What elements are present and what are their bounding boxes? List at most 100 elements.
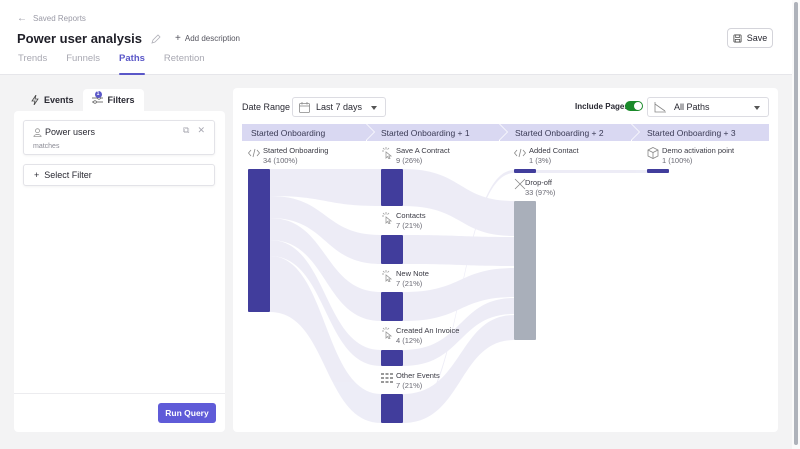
code-icon	[248, 148, 260, 158]
node-name: Added Contact	[529, 146, 579, 155]
node-count: 33 (97%)	[525, 188, 556, 197]
tab-events[interactable]: Events	[22, 89, 83, 111]
node-name: Other Events	[396, 371, 440, 380]
divider	[14, 393, 225, 394]
scrollbar-thumb[interactable]	[794, 2, 798, 445]
chevron-right-shape	[499, 124, 507, 140]
node-name: Demo activation point	[662, 146, 735, 155]
node-name: Started Onboarding	[263, 146, 329, 155]
tab-paths[interactable]: Paths	[119, 53, 145, 75]
node-new-note	[381, 292, 403, 321]
step-header-0: Started Onboarding	[242, 124, 374, 141]
tab-trends[interactable]: Trends	[18, 53, 48, 64]
node-contacts	[381, 235, 403, 264]
close-icon[interactable]: ✕	[197, 125, 205, 135]
node-label-new-note[interactable]: New Note 7 (21%)	[396, 269, 429, 289]
run-query-button[interactable]: Run Query	[158, 403, 216, 423]
save-button[interactable]: Save	[727, 28, 773, 48]
step-header-label: Started Onboarding	[251, 127, 326, 138]
back-arrow-icon[interactable]: ←	[17, 13, 27, 24]
filter-condition: matches	[33, 143, 60, 150]
click-icon	[382, 212, 393, 224]
node-count: 34 (100%)	[263, 156, 298, 165]
filter-count-badge: 1	[94, 91, 102, 98]
page-title: Power user analysis	[17, 31, 143, 46]
node-added-contact	[514, 169, 536, 173]
filter-card-power-users[interactable]: Power users matches ⧉ ✕	[23, 120, 215, 155]
plus-icon: +	[175, 33, 181, 44]
tab-events-label: Events	[44, 95, 74, 105]
paths-filter-value: All Paths	[674, 102, 710, 112]
node-name: Contacts	[396, 211, 426, 220]
node-demo-activation-point	[647, 169, 669, 173]
add-description-button[interactable]: + Add description	[175, 33, 240, 44]
report-header: ← Saved Reports Power user analysis + Ad…	[0, 0, 792, 75]
step-header-label: Started Onboarding + 2	[515, 127, 604, 138]
node-label-contacts[interactable]: Contacts 7 (21%)	[396, 211, 426, 231]
click-icon	[382, 270, 393, 282]
step-header-label: Started Onboarding + 3	[647, 127, 736, 138]
floppy-disk-icon	[733, 33, 742, 43]
chevron-right-shape	[366, 124, 374, 140]
code-icon	[514, 148, 526, 158]
node-label-other-events[interactable]: Other Events 7 (21%)	[396, 371, 440, 391]
sankey-diagram	[248, 169, 669, 423]
cube-icon	[647, 147, 659, 159]
calendar-icon	[299, 101, 310, 113]
pencil-icon[interactable]	[151, 33, 161, 44]
include-pages-label: Include Pages	[575, 102, 629, 111]
node-label-added-contact[interactable]: Added Contact 1 (3%)	[529, 146, 579, 166]
node-count: 7 (21%)	[396, 221, 423, 230]
chevron-down-icon	[371, 106, 377, 110]
node-name: Drop-off	[525, 178, 552, 187]
select-filter-button[interactable]: + Select Filter	[23, 164, 215, 186]
flow-links	[270, 169, 647, 423]
node-count: 1 (3%)	[529, 156, 552, 165]
tab-filters[interactable]: 1 Filters	[82, 89, 144, 111]
date-range-value: Last 7 days	[316, 102, 363, 112]
node-count: 7 (21%)	[396, 279, 423, 288]
user-icon	[33, 127, 42, 137]
grid-icon	[381, 373, 393, 383]
node-label-drop-off[interactable]: Drop-off 33 (97%)	[525, 178, 555, 198]
node-label-demo-activation-point[interactable]: Demo activation point 1 (100%)	[662, 146, 734, 166]
node-name: New Note	[396, 269, 429, 278]
duplicate-icon[interactable]: ⧉	[183, 125, 190, 135]
breadcrumb[interactable]: ← Saved Reports	[17, 13, 86, 24]
node-count: 1 (100%)	[662, 156, 693, 165]
report-type-tabs: Trends Funnels Paths Retention	[18, 53, 224, 75]
chevron-down-icon	[754, 106, 760, 110]
tab-retention[interactable]: Retention	[163, 53, 205, 64]
filter-name: Power users	[45, 127, 96, 137]
page-scrollbar[interactable]	[792, 0, 800, 449]
node-created-an-invoice	[381, 350, 403, 366]
node-name: Created An Invoice	[396, 326, 460, 335]
paths-chart-panel: Date Range Last 7 days Include Pages All…	[233, 88, 778, 432]
node-label-started-onboarding[interactable]: Started Onboarding 34 (100%)	[263, 146, 328, 166]
tab-filters-label: Filters	[107, 95, 135, 105]
sliders-icon	[91, 96, 103, 104]
node-name: Save A Contract	[396, 146, 450, 155]
date-range-select[interactable]: Last 7 days	[292, 97, 386, 117]
bolt-icon	[31, 95, 39, 105]
node-label-save-a-contract[interactable]: Save A Contract 9 (26%)	[396, 146, 450, 166]
node-other-events	[381, 394, 403, 423]
step-header-label: Started Onboarding + 1	[381, 127, 470, 138]
node-started-onboarding	[248, 169, 270, 312]
tab-funnels[interactable]: Funnels	[66, 53, 101, 64]
save-label: Save	[746, 33, 768, 43]
date-range-label: Date Range	[242, 102, 291, 112]
breadcrumb-saved-reports[interactable]: Saved Reports	[33, 14, 86, 23]
node-drop-off	[514, 201, 536, 340]
query-builder-panel: Power users matches ⧉ ✕ + Select Filter …	[14, 111, 225, 432]
paths-filter-select[interactable]: All Paths	[647, 97, 769, 117]
node-label-created-an-invoice[interactable]: Created An Invoice 4 (12%)	[396, 326, 459, 346]
add-description-label: Add description	[184, 34, 241, 43]
include-pages-toggle[interactable]	[625, 101, 643, 111]
path-chart-icon	[654, 101, 666, 112]
node-count: 4 (12%)	[396, 336, 423, 345]
click-icon	[382, 327, 393, 339]
click-icon	[382, 147, 393, 159]
x-icon	[514, 178, 526, 190]
chevron-right-shape	[631, 124, 639, 140]
